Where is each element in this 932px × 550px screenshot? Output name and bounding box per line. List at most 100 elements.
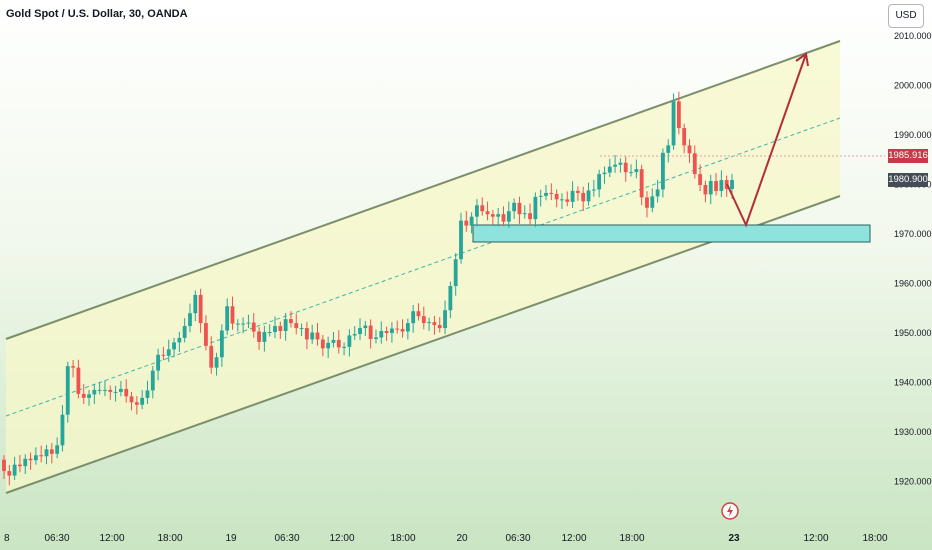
candle-body[interactable]	[666, 145, 671, 153]
candle-body[interactable]	[283, 319, 288, 332]
candle-body[interactable]	[602, 172, 607, 175]
candle-body[interactable]	[246, 322, 251, 324]
candle-body[interactable]	[209, 345, 214, 368]
candle-body[interactable]	[257, 331, 261, 342]
candle-body[interactable]	[124, 388, 129, 397]
candle-body[interactable]	[320, 339, 325, 349]
candle-body[interactable]	[405, 323, 410, 332]
candle-body[interactable]	[459, 220, 463, 260]
candle-body[interactable]	[682, 128, 687, 146]
candle-body[interactable]	[475, 205, 479, 217]
candle-body[interactable]	[517, 202, 522, 215]
candle-body[interactable]	[549, 192, 554, 194]
candle-body[interactable]	[655, 189, 660, 197]
candle-body[interactable]	[278, 326, 283, 332]
candle-body[interactable]	[87, 394, 91, 398]
candle-body[interactable]	[65, 366, 70, 415]
candle-body[interactable]	[28, 458, 33, 461]
candle-body[interactable]	[692, 153, 697, 175]
candle-body[interactable]	[289, 319, 293, 324]
candle-body[interactable]	[533, 196, 538, 220]
candle-body[interactable]	[2, 459, 6, 472]
candle-body[interactable]	[113, 391, 118, 393]
candle-body[interactable]	[591, 189, 596, 191]
candle-body[interactable]	[687, 145, 692, 154]
candle-body[interactable]	[432, 322, 437, 326]
candle-body[interactable]	[251, 322, 256, 332]
candle-body[interactable]	[81, 393, 86, 398]
candle-body[interactable]	[374, 337, 378, 339]
candle-body[interactable]	[342, 346, 347, 348]
candle-body[interactable]	[76, 367, 81, 394]
candle-body[interactable]	[235, 323, 240, 325]
candle-body[interactable]	[7, 471, 12, 476]
candle-body[interactable]	[411, 311, 416, 324]
candle-body[interactable]	[352, 333, 357, 336]
candle-body[interactable]	[12, 464, 17, 476]
candle-body[interactable]	[719, 180, 724, 191]
projection-arrow[interactable]	[726, 53, 807, 228]
candle-body[interactable]	[634, 169, 639, 173]
candle-body[interactable]	[230, 306, 235, 324]
candle-body[interactable]	[193, 294, 198, 314]
candle-body[interactable]	[23, 458, 28, 467]
candle-body[interactable]	[708, 181, 713, 195]
candle-body[interactable]	[384, 331, 389, 333]
candle-body[interactable]	[714, 181, 718, 191]
candle-body[interactable]	[331, 339, 336, 343]
candle-body[interactable]	[294, 323, 299, 329]
candle-body[interactable]	[336, 339, 341, 348]
currency-button[interactable]: USD	[888, 4, 924, 28]
candle-body[interactable]	[464, 220, 469, 226]
candle-body[interactable]	[299, 328, 304, 330]
candle-body[interactable]	[92, 389, 97, 395]
candle-body[interactable]	[538, 195, 543, 197]
candle-body[interactable]	[267, 332, 272, 334]
candle-body[interactable]	[427, 322, 432, 324]
channel-upper-line[interactable]	[5, 40, 841, 340]
candle-body[interactable]	[379, 331, 384, 338]
candle-body[interactable]	[400, 329, 405, 332]
candle-body[interactable]	[698, 174, 703, 185]
candle-body[interactable]	[554, 193, 559, 200]
candle-body[interactable]	[33, 455, 38, 461]
candle-body[interactable]	[565, 199, 570, 202]
candle-body[interactable]	[613, 164, 618, 167]
candle-body[interactable]	[443, 310, 447, 329]
candle-body[interactable]	[575, 190, 580, 193]
candle-body[interactable]	[597, 174, 602, 190]
candle-body[interactable]	[623, 162, 628, 173]
candle-body[interactable]	[522, 213, 527, 215]
candle-body[interactable]	[166, 349, 171, 356]
candle-body[interactable]	[262, 332, 267, 342]
candle-body[interactable]	[650, 196, 655, 208]
candle-body[interactable]	[395, 328, 400, 330]
candle-body[interactable]	[453, 259, 458, 286]
candle-body[interactable]	[172, 342, 176, 350]
candle-body[interactable]	[469, 216, 474, 226]
candle-body[interactable]	[560, 199, 564, 201]
candle-body[interactable]	[214, 357, 219, 368]
candle-body[interactable]	[586, 190, 591, 202]
candle-body[interactable]	[496, 214, 501, 217]
candle-body[interactable]	[304, 328, 309, 340]
candle-body[interactable]	[182, 326, 187, 338]
candle-body[interactable]	[480, 205, 485, 212]
candle-body[interactable]	[177, 337, 182, 343]
candle-body[interactable]	[421, 316, 426, 324]
candle-body[interactable]	[39, 455, 44, 457]
candle-body[interactable]	[512, 202, 517, 212]
candle-body[interactable]	[645, 197, 649, 208]
candle-body[interactable]	[55, 445, 60, 454]
candle-body[interactable]	[49, 449, 54, 454]
candle-body[interactable]	[639, 169, 644, 198]
candle-body[interactable]	[501, 214, 506, 222]
candle-body[interactable]	[506, 211, 511, 222]
candle-body[interactable]	[358, 328, 362, 334]
candle-body[interactable]	[161, 354, 166, 356]
candle-body[interactable]	[273, 326, 277, 333]
candle-body[interactable]	[347, 335, 352, 347]
channel-midline[interactable]	[5, 117, 841, 417]
candle-body[interactable]	[241, 323, 246, 325]
